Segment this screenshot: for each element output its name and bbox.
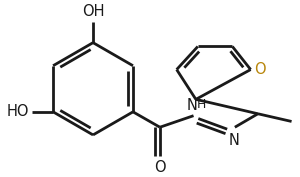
Text: H: H: [196, 98, 206, 111]
Text: N: N: [186, 98, 197, 113]
Text: O: O: [254, 62, 266, 77]
Text: OH: OH: [82, 4, 104, 19]
Text: O: O: [154, 160, 166, 175]
Text: N: N: [228, 133, 239, 148]
Text: HO: HO: [7, 104, 29, 119]
